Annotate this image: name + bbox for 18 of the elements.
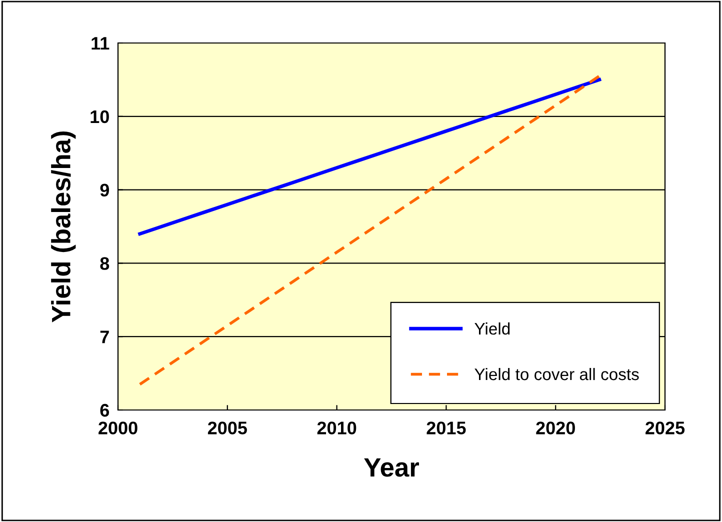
legend-label: Yield [474,322,510,335]
y-tick-label: 7 [100,330,109,344]
x-axis-title: Year [364,458,419,477]
line-series [138,78,602,236]
x-tick-label: 2000 [98,422,138,434]
y-tick-label: 8 [100,257,110,270]
y-tick-label: 6 [100,404,110,417]
x-tick-label: 2015 [426,422,466,434]
y-axis-title: Yield (bales/ha) [51,132,76,322]
legend-label: Yield to cover all costs [474,368,639,380]
x-tick-label: 2010 [317,422,356,434]
line-series [138,74,601,386]
x-tick-label: 2005 [208,422,247,434]
y-tick-label: 9 [100,184,109,197]
x-tick-label: 2020 [536,422,575,434]
y-tick-label: 10 [90,110,109,124]
y-tick-label: 11 [92,37,110,50]
x-tick-label: 2025 [646,422,685,434]
